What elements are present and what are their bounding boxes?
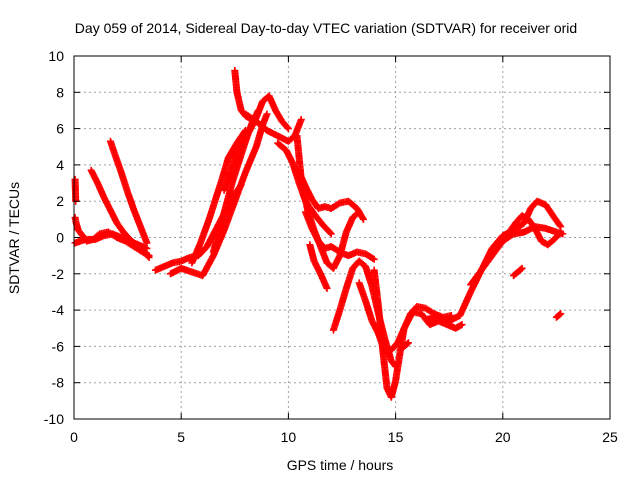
- data-point: [284, 125, 292, 133]
- y-tick-label: 0: [56, 230, 64, 246]
- y-tick-label: 6: [56, 121, 64, 137]
- y-tick-label: 8: [56, 84, 64, 100]
- x-tick-label: 15: [388, 429, 404, 445]
- data-point: [359, 214, 367, 222]
- chart-title: Day 059 of 2014, Sidereal Day-to-day VTE…: [75, 20, 577, 36]
- x-tick-label: 20: [495, 429, 511, 445]
- data-point: [145, 253, 153, 261]
- data-point: [369, 254, 377, 262]
- data-point: [458, 321, 466, 329]
- y-tick-label: 4: [56, 157, 64, 173]
- data-point: [556, 229, 564, 237]
- data-point: [334, 200, 342, 208]
- data-point: [517, 265, 525, 273]
- data-point: [518, 264, 526, 272]
- data-point: [263, 110, 271, 118]
- data-point: [556, 221, 564, 229]
- data-point: [370, 255, 378, 263]
- x-tick-label: 25: [602, 429, 618, 445]
- axis-ticks: 0 5 10 15 20 25 -10 -8 -6 -4 -2 0 2 4 6 8 10: [44, 48, 618, 445]
- data-point: [403, 340, 411, 348]
- x-tick-label: 10: [281, 429, 297, 445]
- data-point: [297, 116, 305, 124]
- data-point: [327, 230, 335, 238]
- x-tick-label: 0: [70, 429, 78, 445]
- data-point: [404, 339, 412, 347]
- data-point: [557, 310, 565, 318]
- y-tick-label: -6: [52, 338, 65, 354]
- y-tick-label: -8: [52, 375, 65, 391]
- data-point: [556, 311, 564, 319]
- data-point: [323, 284, 331, 292]
- y-tick-label: -10: [44, 411, 64, 427]
- x-axis-label: GPS time / hours: [287, 457, 394, 473]
- data-point: [144, 252, 152, 260]
- data-point: [326, 229, 334, 237]
- data-point: [283, 123, 291, 131]
- data-series: [71, 67, 567, 401]
- y-tick-label: -4: [52, 302, 65, 318]
- x-tick-label: 5: [177, 429, 185, 445]
- y-tick-label: 2: [56, 193, 64, 209]
- data-point: [359, 215, 367, 223]
- y-axis-label: SDTVAR / TECUs: [6, 182, 22, 294]
- data-point: [557, 228, 565, 236]
- y-tick-label: 10: [48, 48, 64, 64]
- data-point: [143, 239, 151, 247]
- y-tick-label: -2: [52, 266, 65, 282]
